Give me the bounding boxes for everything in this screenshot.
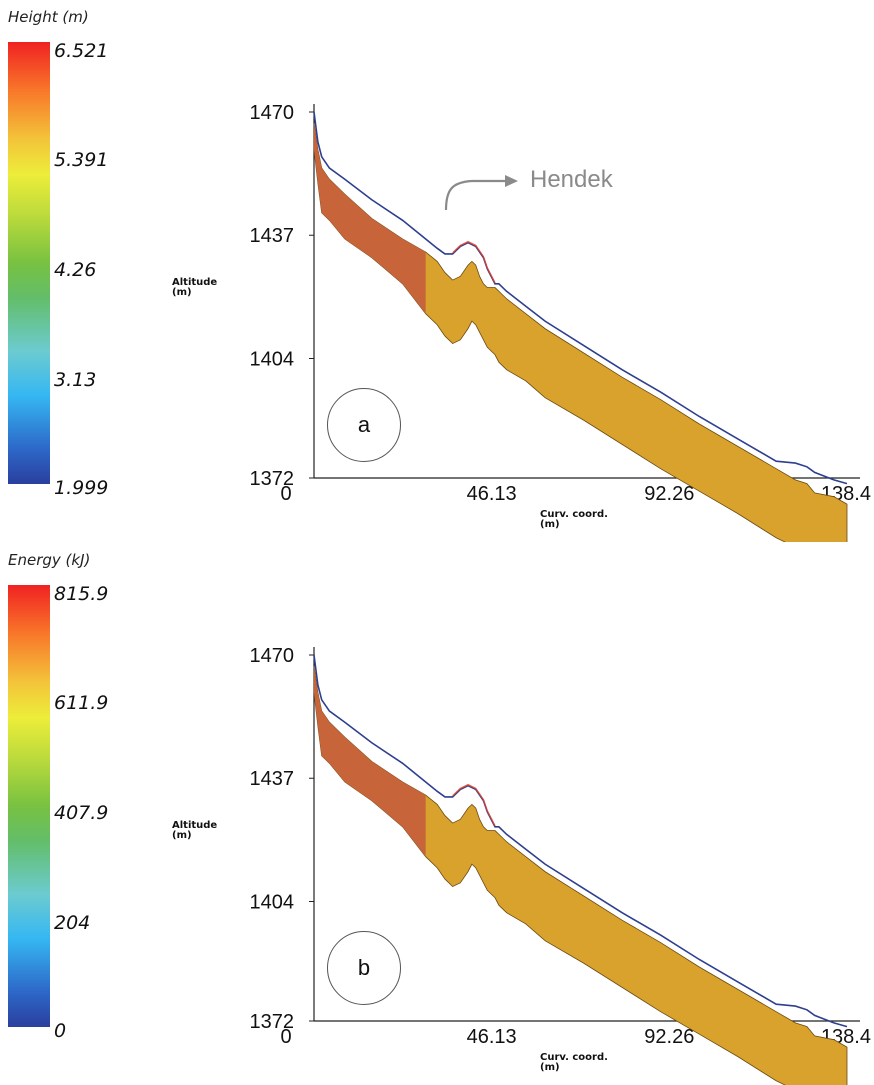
colorbar-tick: 611.9: [54, 692, 109, 714]
x-tick-label: 0: [280, 1026, 291, 1048]
y-tick-label: 1437: [250, 768, 295, 790]
y-axis-label: Altitude (m): [172, 820, 218, 841]
colorbar-tick: 0: [54, 1020, 67, 1042]
colorbar-tick: 5.391: [54, 149, 109, 171]
x-tick-label: 92.26: [644, 483, 694, 505]
y-tick-label: 1372: [250, 468, 295, 490]
y-tick-label: 1404: [250, 348, 295, 370]
colorbar-tick: 407.9: [54, 802, 109, 824]
x-axis-label: Curv. coord. (m): [540, 1052, 608, 1073]
panel-label: b: [327, 931, 401, 1005]
x-tick-label: 46.13: [467, 483, 517, 505]
terrain-layer: [313, 666, 848, 1085]
colorbar-tick: 815.9: [54, 583, 109, 605]
y-tick-label: 1372: [250, 1011, 295, 1033]
hendek-arrow: [444, 179, 505, 211]
colorbar-tick: 1.999: [54, 477, 109, 499]
x-tick-label: 0: [280, 483, 291, 505]
flow-highlight: [452, 240, 496, 284]
terrain-layer: [313, 123, 848, 542]
colorbar: [8, 42, 50, 484]
x-tick-label: 46.13: [467, 1026, 517, 1048]
colorbar-title: Height (m): [8, 8, 89, 26]
panel-label: a: [327, 388, 401, 462]
terrain-upper-segment: [314, 666, 426, 857]
colorbar-tick: 3.13: [54, 369, 97, 391]
chart-panel-b: Energy (kJ) 815.9 611.9 407.9 204 0 1470…: [0, 543, 874, 1085]
y-tick-label: 1470: [250, 102, 295, 124]
x-axis-label: Curv. coord. (m): [540, 509, 608, 530]
colorbar-title: Energy (kJ): [8, 551, 91, 569]
y-tick-label: 1437: [250, 225, 295, 247]
hendek-annotation: Hendek: [530, 166, 613, 193]
flow-highlight: [452, 783, 496, 827]
y-tick-label: 1470: [250, 645, 295, 667]
x-tick-label: 92.26: [644, 1026, 694, 1048]
terrain-upper-segment: [314, 123, 426, 314]
y-tick-label: 1404: [250, 891, 295, 913]
chart-panel-a: Height (m) 6.521 5.391 4.26 3.13 1.999 1…: [0, 0, 874, 542]
colorbar: [8, 585, 50, 1027]
y-axis-label: Altitude (m): [172, 277, 218, 298]
colorbar-tick: 6.521: [54, 40, 109, 62]
hendek-arrowhead: [505, 175, 518, 187]
colorbar-tick: 204: [54, 912, 91, 934]
colorbar-tick: 4.26: [54, 259, 97, 281]
